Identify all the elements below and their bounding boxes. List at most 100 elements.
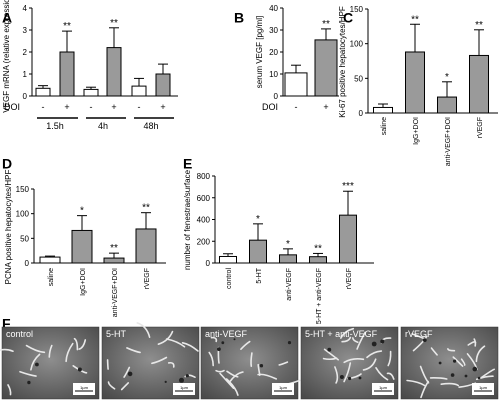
y-tick-label: 200 [197,237,211,246]
microvillus [343,362,352,383]
microvillus [120,382,129,391]
microvillus [106,359,109,370]
micrograph: 5-HT 1µm [101,322,200,400]
microvillus [19,370,37,377]
bar [314,39,338,97]
y-axis-label: serum VEGF [pg/ml] [255,16,264,88]
micrograph: anti-VEGF 1µm [200,326,301,400]
bar [59,51,75,97]
fenestra [422,338,427,342]
microvillus [343,357,365,364]
fenestra [453,359,457,363]
bar [279,254,297,264]
y-tick-label: 150 [350,5,364,14]
bar [155,73,171,97]
microvillus [278,361,289,366]
significance-label: *** [342,181,354,192]
scale-bar-box [73,383,95,395]
fenestra [27,380,31,385]
scale-bar-box [173,383,195,395]
microvillus [323,348,339,361]
panel-label: D [2,155,12,171]
fenestra [217,347,221,351]
microvillus [406,379,426,387]
fenestra [450,373,455,377]
category-label: anti-VEGF [286,268,293,301]
category-label: IgG+DOI [80,268,87,296]
significance-label: ** [142,203,150,214]
y-tick-label: 0 [206,259,211,268]
microvillus [78,339,87,350]
microvillus [411,333,425,340]
bar [373,106,393,114]
microvillus [225,378,239,396]
y-tick-label: 40 [269,4,278,13]
microvillus [412,335,428,352]
category-label: rVEGF [477,117,484,138]
micrograph: rVEGF 1µm [400,326,499,400]
microvillus [181,342,199,352]
y-tick-label: 2 [23,48,28,57]
microvillus [250,352,253,367]
fenestra [464,374,468,378]
microvillus [208,351,214,367]
y-axis-label: Ki-67 positive hepatocytes/HPF [338,6,347,118]
panel-e: E 0 200 400 600 800 number of fenestrae/surfac… [183,155,374,324]
fenestra [348,376,352,381]
microvillus [123,366,131,378]
microvillus [386,372,395,380]
y-axis-label: VEGF mRNA (relative expression) [2,0,11,113]
fenestra [179,377,184,383]
fenestra [477,376,481,380]
bar [309,256,327,264]
micrograph-label: 5-HT [106,329,127,339]
significance-label: * [256,214,260,225]
category-label: + [111,102,116,112]
category-label: control [226,268,233,289]
fenestra [358,376,362,380]
bar [219,255,237,264]
y-tick-label: 20 [269,48,278,57]
y-tick-label: 100 [350,40,364,49]
category-label: + [160,102,165,112]
bar [39,256,61,264]
fenestra [221,341,225,345]
y-axis-label: PCNA positive hepatocytes/HPF [4,170,13,285]
category-label: 5-HT + anti-VEGF [316,268,323,324]
micrograph-label: anti-VEGF [205,329,248,339]
x-row-label: DOI [4,102,20,112]
microvillus [475,345,486,363]
y-tick-label: 0 [359,109,364,118]
microvillus [356,331,366,350]
microvillus [366,350,383,359]
x-row-label: DOI [262,102,278,112]
category-label: - [295,102,298,112]
y-tick-label: 100 [16,210,30,219]
bar [339,214,357,264]
fenestra [233,338,236,341]
y-tick-label: 600 [197,194,211,203]
bar [83,88,99,97]
microvillus [257,373,277,380]
significance-label: ** [110,18,118,29]
fenestra [380,339,385,344]
bar [103,257,125,264]
micrograph-label: rVEGF [405,329,433,339]
significance-label: ** [322,19,330,30]
micrograph-label: control [6,329,33,339]
fenestra [185,374,189,378]
microvillus [226,370,239,378]
microvillus [375,367,389,381]
y-tick-label: 50 [354,74,363,83]
panel-label: A [2,9,12,25]
microvillus [0,348,14,352]
fenestra [327,347,332,352]
category-label: anti-VEGF+DOI [112,268,119,317]
microvillus [240,340,251,350]
y-tick-label: 0 [23,92,28,101]
y-tick-label: 0 [274,92,279,101]
bar [469,54,489,114]
bar [71,229,93,264]
